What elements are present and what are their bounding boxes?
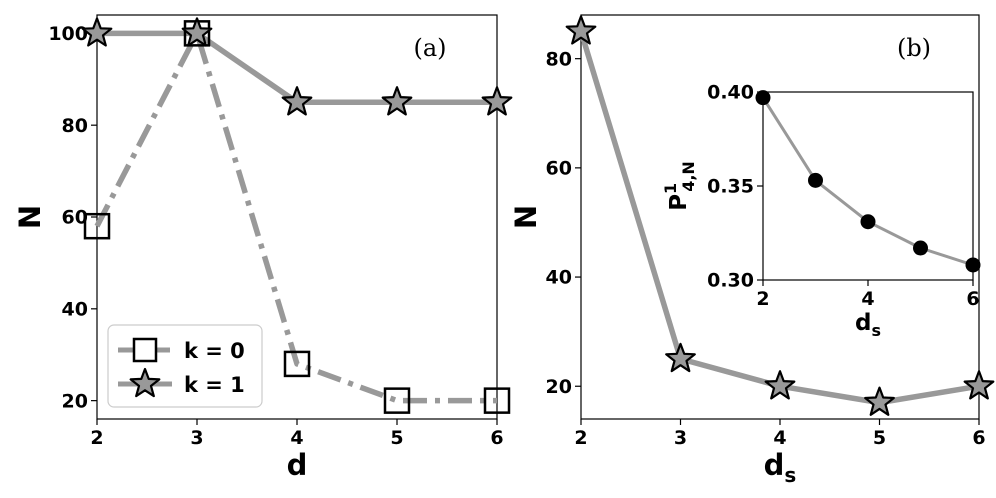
legend: k = 0 k = 1 xyxy=(107,324,263,408)
inset-ytick-label: 0.40 xyxy=(707,82,754,104)
panel-a-xtick-label: 3 xyxy=(190,427,203,449)
panel-b-xtick-label: 4 xyxy=(773,427,786,449)
panel-a-series-1-point xyxy=(481,86,513,116)
panel-a-series-0-point xyxy=(483,387,511,414)
panel-a-series-1-point xyxy=(181,17,213,47)
panel-a-xtick-label: 4 xyxy=(290,427,303,449)
panel-b-xtick-label: 2 xyxy=(574,427,587,449)
panel-b-series-0-point xyxy=(665,342,696,373)
panel-b-xtick-label: 3 xyxy=(674,427,687,449)
panel-b-ytick-label: 40 xyxy=(546,267,572,289)
inset-xtick-label: 4 xyxy=(861,288,874,310)
panel-a-xlabel: d xyxy=(287,448,308,482)
panel-a-ytick-label: 80 xyxy=(62,115,88,137)
legend-marker-star xyxy=(129,367,161,398)
panel-b: 2 3 4 5 6 20 40 60 80 (b) ds N 2 4 6 0.30 0.35 0.40… xyxy=(509,14,995,487)
panel-b-ytick-label: 60 xyxy=(546,158,572,180)
panel-b-series-0-point xyxy=(963,370,995,400)
inset-xtick-label: 6 xyxy=(966,288,979,310)
panel-b-label: (b) xyxy=(897,34,931,62)
panel-b-series-0-point xyxy=(565,15,597,45)
panel-a-series-1-point xyxy=(281,86,313,116)
panel-a-series-1-point xyxy=(81,17,113,47)
panel-a-series-0-point xyxy=(283,350,311,378)
panel-a-ytick-label: 60 xyxy=(62,207,88,229)
inset-series-0-point xyxy=(965,257,981,273)
inset-series-0-point xyxy=(860,214,876,230)
inset: 2 4 6 0.30 0.35 0.40 ds P14,N xyxy=(661,82,981,340)
panel-b-xtick-label: 5 xyxy=(873,427,886,449)
panel-a-label: (a) xyxy=(413,34,446,62)
inset-xtick-label: 2 xyxy=(756,288,769,310)
panel-a-ytick-label: 20 xyxy=(62,390,88,412)
legend-text-k0: k = 0 xyxy=(184,339,245,363)
inset-series-0-point xyxy=(913,240,928,256)
panel-a-series-0-point xyxy=(83,212,111,240)
panel-a-xtick-label: 2 xyxy=(90,427,103,449)
panel-a-ylabel: N xyxy=(13,205,47,229)
inset-frame xyxy=(762,91,974,281)
panel-b-xlabel: ds xyxy=(764,448,797,487)
panel-b-series-0-point xyxy=(864,386,895,416)
panel-a-series-0-point xyxy=(383,387,411,414)
legend-text-k1: k = 1 xyxy=(184,373,245,397)
panel-a-series-0-line xyxy=(94,30,497,404)
legend-marker-square xyxy=(132,337,158,363)
panel-a-ytick-label: 40 xyxy=(62,298,88,320)
inset-xlabel: ds xyxy=(855,310,881,340)
inset-series-0-point xyxy=(808,172,823,188)
panel-b-xtick-label: 6 xyxy=(972,427,985,449)
panel-b-series-0-point xyxy=(764,370,796,400)
panel-b-ytick-label: 20 xyxy=(546,376,572,398)
panel-b-ylabel: N xyxy=(509,205,543,229)
panel-a: 2 3 4 5 6 20 40 60 80 100 (a) d N k = 0 k = 1 xyxy=(13,14,513,482)
inset-series-0-point xyxy=(755,90,771,106)
panel-b-ytick-label: 80 xyxy=(546,48,572,70)
panel-a-series-1-point xyxy=(381,86,413,116)
inset-ylabel: P14,N xyxy=(661,161,698,211)
inset-ytick-label: 0.35 xyxy=(707,176,754,198)
panel-a-xtick-label: 5 xyxy=(390,427,403,449)
panel-a-xtick-label: 6 xyxy=(490,427,503,449)
inset-ytick-label: 0.30 xyxy=(707,270,754,292)
panel-a-ytick-label: 100 xyxy=(48,23,88,45)
